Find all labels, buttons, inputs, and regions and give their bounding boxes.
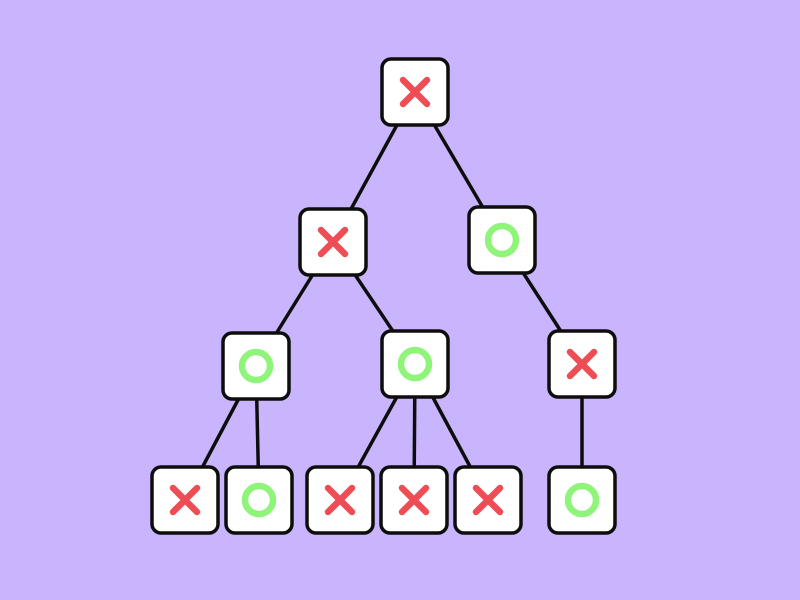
tree-edge: [200, 397, 241, 469]
tree-edge: [430, 395, 473, 469]
o-mark-icon: [564, 482, 600, 518]
tree-edge: [356, 395, 399, 469]
tree-node-x: [150, 465, 220, 535]
tree-node-x: [380, 57, 450, 127]
tree-edges: [200, 123, 584, 469]
tree-node-x: [305, 465, 375, 535]
node-box: [380, 329, 450, 399]
tree-edge: [412, 395, 417, 469]
x-mark-icon: [317, 226, 349, 258]
tree-node-x: [547, 329, 617, 399]
tree-edge: [353, 273, 395, 333]
node-box: [221, 331, 291, 401]
tree-node-o: [380, 329, 450, 399]
o-mark-icon: [238, 348, 274, 384]
x-mark-icon: [169, 484, 201, 516]
tree-edge: [521, 271, 563, 333]
tree-node-o: [221, 331, 291, 401]
x-mark-icon: [566, 348, 598, 380]
tree-nodes: [150, 57, 617, 535]
o-mark-icon: [484, 222, 520, 258]
tree-edge: [254, 397, 261, 469]
tree-node-o: [224, 465, 294, 535]
tree-edge: [274, 273, 315, 335]
x-mark-icon: [472, 484, 504, 516]
o-mark-icon: [397, 346, 433, 382]
tree-node-x: [379, 465, 449, 535]
tree-node-o: [467, 205, 537, 275]
o-mark-icon: [241, 482, 277, 518]
x-mark-icon: [398, 484, 430, 516]
node-box: [224, 465, 294, 535]
tree-edge: [349, 123, 399, 211]
x-mark-icon: [324, 484, 356, 516]
tree-edge: [432, 123, 485, 209]
node-box: [547, 465, 617, 535]
node-box: [467, 205, 537, 275]
x-mark-icon: [399, 76, 431, 108]
tree-node-x: [453, 465, 523, 535]
tree-node-o: [547, 465, 617, 535]
tree-node-x: [298, 207, 368, 277]
